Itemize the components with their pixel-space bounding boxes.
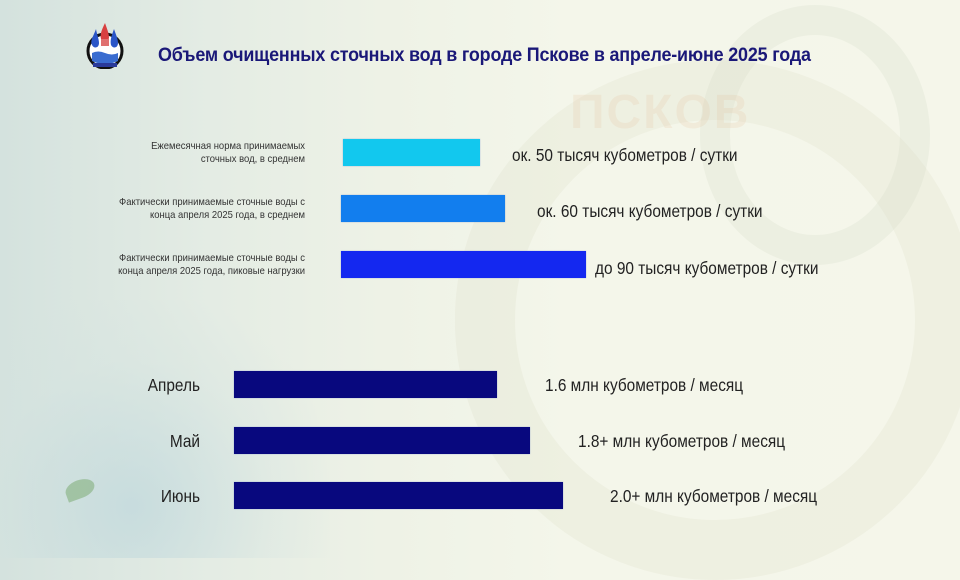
bar-actual-peak [341, 251, 586, 278]
value-label: до 90 тысяч кубометров / сутки [595, 258, 819, 278]
bar-actual-average [341, 195, 505, 222]
label-line: сточных вод, в среднем [200, 153, 305, 165]
page-title: Объем очищенных сточных вод в городе Пск… [158, 44, 811, 66]
daily-category-label: Фактически принимаемые сточные воды с ко… [85, 252, 305, 278]
bar-april [234, 371, 497, 398]
value-label: 1.6 млн кубометров / месяц [545, 375, 744, 395]
month-label: Июнь [160, 486, 200, 506]
bar-monthly-norm [343, 139, 480, 166]
watermark-text: ПСКОВ [570, 86, 751, 139]
bar-june [234, 482, 563, 509]
label-line: Фактически принимаемые сточные воды с [119, 196, 305, 208]
label-line: конца апреля 2025 года, пиковые нагрузки [118, 265, 305, 277]
daily-category-label: Фактически принимаемые сточные воды с ко… [85, 196, 305, 222]
label-line: Фактически принимаемые сточные воды с [119, 252, 305, 264]
value-label: ок. 50 тысяч кубометров / сутки [512, 145, 738, 165]
value-label: ок. 60 тысяч кубометров / сутки [537, 201, 763, 221]
label-line: конца апреля 2025 года, в среднем [150, 209, 305, 221]
month-label: Май [169, 431, 200, 451]
value-label: 2.0+ млн кубометров / месяц [610, 486, 818, 506]
bar-may [234, 427, 530, 454]
value-label: 1.8+ млн кубометров / месяц [578, 431, 786, 451]
label-line: Ежемесячная норма принимаемых [151, 140, 305, 152]
month-label: Апрель [147, 375, 200, 395]
gorvodokanal-logo-icon [86, 23, 124, 69]
daily-category-label: Ежемесячная норма принимаемых сточных во… [85, 140, 305, 166]
